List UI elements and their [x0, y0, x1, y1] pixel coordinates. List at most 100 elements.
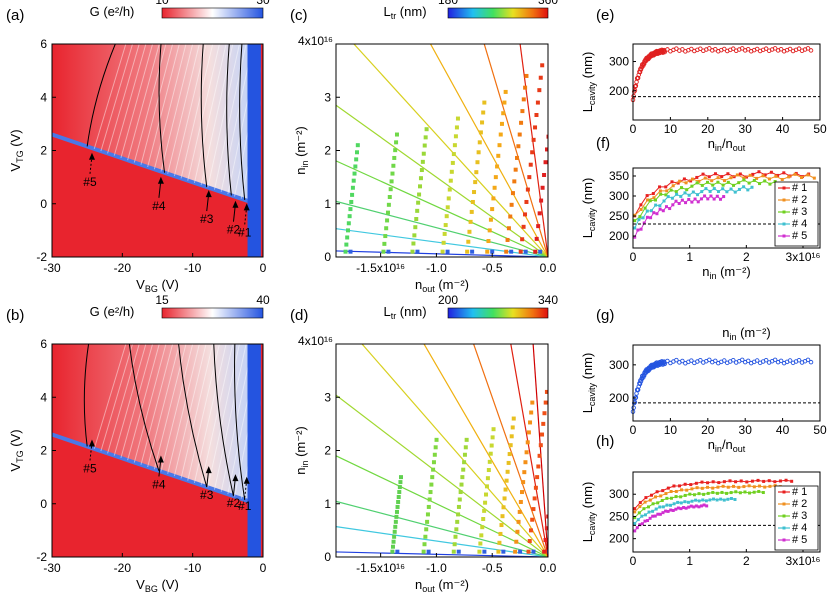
data-point [707, 175, 711, 179]
data-point [531, 137, 536, 142]
data-point [513, 167, 518, 172]
annotation-n2: #2 [227, 223, 241, 237]
data-point [528, 162, 533, 167]
data-point [510, 425, 515, 430]
data-point [520, 490, 525, 495]
data-point [488, 451, 493, 456]
data-point [650, 493, 654, 497]
data-point [517, 132, 522, 137]
data-point [739, 46, 745, 51]
data-point [529, 410, 534, 415]
data-point [697, 179, 701, 183]
panel-d: -1.5x10¹⁶ -1.0 -0.5 0.0 0 1 2 3 4x10¹⁶ nout (m⁻²)… [293, 293, 558, 594]
data-point [515, 155, 520, 160]
data-point [656, 512, 660, 516]
guide-curve [178, 344, 208, 488]
annotation-n4: #4 [152, 477, 166, 491]
data-point [679, 495, 683, 499]
data-point [451, 549, 456, 554]
data-point [677, 202, 681, 206]
data-point [413, 225, 418, 230]
data-point [664, 492, 668, 496]
y-tick-label: 6 [40, 337, 47, 351]
y-tick-label: 200 [609, 391, 629, 405]
data-point [680, 488, 684, 492]
interference-fringe [127, 44, 160, 161]
data-point [658, 505, 662, 509]
data-point [661, 505, 665, 509]
y-top-label: 4x10¹⁶ [298, 334, 333, 348]
data-point [645, 209, 649, 213]
data-point [551, 96, 555, 100]
dirac-vertical-band [247, 44, 261, 257]
data-point [381, 249, 386, 254]
x-axis-label: VBG (V) [136, 277, 179, 294]
data-point [639, 208, 643, 212]
arrow-head [157, 176, 164, 184]
data-point [485, 476, 490, 481]
data-point [511, 416, 516, 421]
data-point [652, 211, 656, 215]
data-point [704, 187, 708, 191]
data-point [787, 358, 793, 363]
data-point [782, 171, 786, 175]
panel-label-g: (g) [596, 307, 614, 324]
data-point [525, 440, 530, 445]
x-tick-label: 0 [260, 261, 267, 275]
data-point [526, 549, 531, 554]
data-point [458, 490, 463, 495]
legend-box [774, 485, 819, 551]
data-point [674, 495, 678, 499]
data-point [768, 484, 772, 488]
data-point [555, 58, 559, 62]
interference-fringe [140, 344, 174, 465]
data-point [687, 505, 691, 509]
data-point [700, 504, 704, 508]
data-point [505, 237, 510, 242]
data-point [383, 234, 388, 239]
data-point [743, 490, 747, 494]
guide-curve [234, 344, 246, 501]
data-point [352, 171, 357, 176]
data-point [530, 400, 535, 405]
data-point [723, 179, 727, 183]
data-point [722, 498, 726, 502]
data-point [658, 189, 662, 193]
data-point [671, 508, 675, 512]
data-point [422, 143, 427, 148]
x-tick-label: -1.0 [426, 561, 447, 575]
data-point [754, 358, 760, 363]
guide-curve [128, 344, 160, 471]
data-point [506, 226, 511, 231]
data-point [541, 421, 546, 426]
data-point [474, 170, 479, 175]
data-point [549, 491, 553, 495]
ray-line [336, 455, 548, 557]
x-tick-label: 0 [630, 423, 637, 437]
data-point [654, 198, 658, 202]
data-point [679, 507, 683, 511]
y-tick-label: 0 [324, 250, 331, 264]
data-point [669, 503, 673, 507]
data-point [532, 496, 537, 501]
low-conductance-region [52, 134, 256, 257]
data-point [552, 84, 556, 88]
data-point [654, 495, 658, 499]
data-point [761, 174, 765, 178]
data-point [664, 205, 668, 209]
data-point [645, 215, 649, 219]
data-point [710, 179, 714, 183]
interference-fringe [213, 344, 247, 490]
data-point [518, 249, 523, 254]
ray-line [336, 200, 548, 257]
y-tick-label: 2 [324, 444, 331, 458]
legend-label: # 4 [792, 218, 807, 230]
data-point [701, 498, 705, 502]
data-point [796, 46, 802, 51]
charge-neutrality-band [52, 132, 257, 206]
legend-marker [782, 210, 786, 214]
interference-fringe [100, 44, 134, 152]
data-point [697, 499, 701, 503]
data-point [449, 169, 454, 174]
data-point [685, 188, 689, 192]
